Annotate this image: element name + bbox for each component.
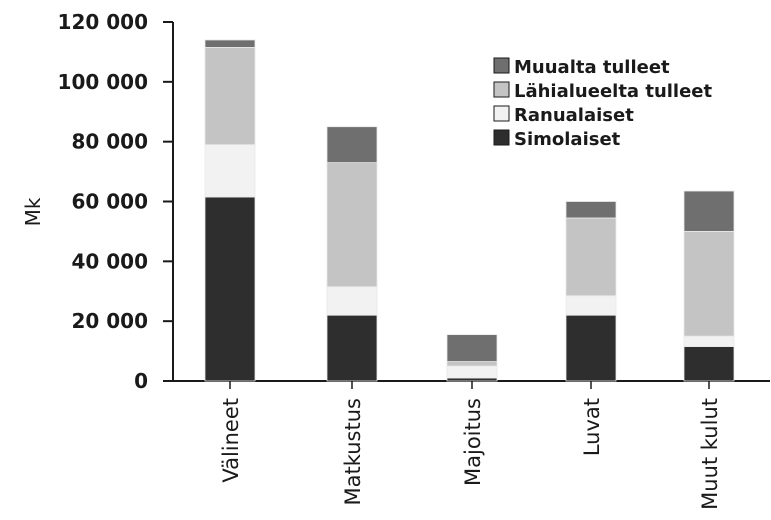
bar-segment <box>683 346 735 382</box>
bar-segment <box>326 286 378 316</box>
bars <box>204 39 735 382</box>
y-tick-label: 100 000 <box>58 70 148 94</box>
bar-segment <box>446 361 498 367</box>
bar-segment <box>683 231 735 337</box>
bar-segment <box>683 335 735 347</box>
y-tick-label: 120 000 <box>58 10 148 34</box>
x-tick-labels: Välineet Matkustus Majoitus Luvat Muut kulut <box>219 381 722 510</box>
legend-swatch <box>493 105 510 122</box>
bar-segment <box>565 295 617 316</box>
bar-segment <box>446 365 498 379</box>
x-tick-label: Luvat <box>580 398 604 456</box>
bar-segment <box>565 217 617 297</box>
legend-label: Lähialueelta tulleet <box>514 81 713 102</box>
bar-segment <box>204 39 256 48</box>
y-tick-label: 60 000 <box>71 190 148 214</box>
y-tick-label: 0 <box>134 369 148 393</box>
legend-swatch <box>493 81 510 98</box>
legend-swatch <box>493 57 510 74</box>
bar-segment <box>446 334 498 362</box>
y-tick-label: 80 000 <box>71 130 148 154</box>
legend-swatch <box>493 129 510 146</box>
x-tick-label: Majoitus <box>461 398 485 486</box>
y-tick-labels: 0 20 000 40 000 60 000 80 000 100 000 120 000 <box>58 10 173 393</box>
y-tick-label: 40 000 <box>71 249 148 273</box>
legend-label: Ranualaiset <box>514 105 634 126</box>
legend-label: Muualta tulleet <box>514 57 670 78</box>
bar-segment <box>565 201 617 219</box>
y-axis-label: Mk <box>21 197 45 226</box>
legend-label: Simolaiset <box>514 129 621 150</box>
x-tick-label: Matkustus <box>341 398 365 505</box>
bar-segment <box>326 314 378 382</box>
legend: Muualta tulleet Lähialueelta tulleet Ranua… <box>493 57 713 150</box>
axes <box>172 22 770 382</box>
bar-segment <box>204 47 256 146</box>
bar-segment <box>326 162 378 288</box>
bar-segment <box>326 126 378 164</box>
x-tick-label: Välineet <box>219 398 243 483</box>
bar-segment <box>683 190 735 232</box>
y-tick-label: 20 000 <box>71 309 148 333</box>
bar-segment <box>204 144 256 198</box>
bar-segment <box>204 196 256 382</box>
bar-segment <box>565 314 617 382</box>
x-tick-label: Muut kulut <box>698 398 722 510</box>
bar-segment <box>446 377 498 382</box>
